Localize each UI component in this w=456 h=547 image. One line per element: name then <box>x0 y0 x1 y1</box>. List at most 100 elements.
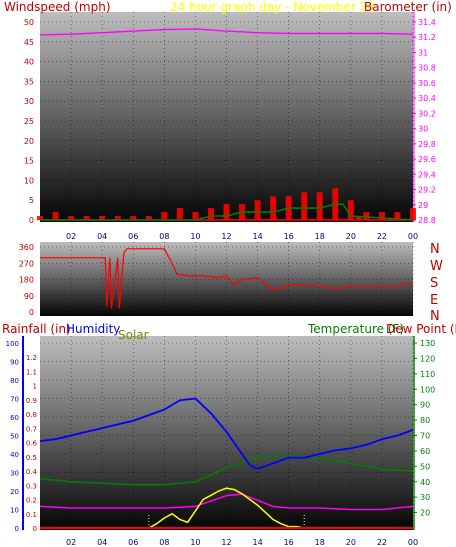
wind-ytick-35: 35 <box>24 77 34 86</box>
hum-ytick-70: 70 <box>10 396 19 404</box>
temp-ytick-70: 70 <box>420 432 430 441</box>
compass-e: E <box>430 293 438 308</box>
hum-ytick-80: 80 <box>10 377 19 385</box>
wind-bar-17 <box>301 192 308 220</box>
wind-ytick-50: 50 <box>24 18 34 27</box>
wind-xtick-08: 08 <box>159 232 169 241</box>
wind-ytick-15: 15 <box>24 157 34 166</box>
temp-ytick-50: 50 <box>420 462 430 471</box>
wind-bar-22 <box>363 212 370 220</box>
rain-ytick-0.5: 0.5 <box>26 454 37 462</box>
wind-ytick-30: 30 <box>24 97 34 106</box>
compass-s: S <box>430 276 438 291</box>
dir-ytick-180: 180 <box>19 276 34 285</box>
wind-xtick-16: 16 <box>284 232 294 241</box>
baro-ytick-30.8: 30.8 <box>418 64 436 73</box>
temp-ytick-30: 30 <box>420 493 430 502</box>
baro-ytick-29.4: 29.4 <box>418 170 436 179</box>
chart-title: 24 hour graph day - November 24 <box>170 0 375 14</box>
wind-bar-9 <box>176 208 183 220</box>
temp-ytick-20: 20 <box>420 509 430 518</box>
humidity-line <box>39 397 414 470</box>
wind-bar-14 <box>254 200 261 220</box>
temp-xtick-16: 16 <box>284 538 294 547</box>
wind-bar-0 <box>37 216 43 220</box>
hum-ytick-0: 0 <box>15 525 19 533</box>
compass-n-top: N <box>430 242 440 257</box>
gust-line <box>40 203 414 221</box>
baro-ytick-30.6: 30.6 <box>418 79 436 88</box>
compass-n-bottom: N <box>430 309 440 324</box>
rain-ytick-0.1: 0.1 <box>26 511 37 519</box>
wind-xtick-18: 18 <box>315 232 325 241</box>
temp-xtick-02: 02 <box>66 538 76 547</box>
wind-xtick-00: 00 <box>408 232 418 241</box>
wind-xtick-22: 22 <box>377 232 387 241</box>
temp-ytick-80: 80 <box>420 416 430 425</box>
temp-xtick-18: 18 <box>315 538 325 547</box>
rainfall-axis-label: Rainfall (in) <box>2 322 71 336</box>
wind-xtick-20: 20 <box>346 232 356 241</box>
dir-ytick-0: 0 <box>29 308 34 317</box>
wind-ytick-40: 40 <box>24 58 34 67</box>
wind-xtick-14: 14 <box>252 232 262 241</box>
rain-ytick-1.2: 1.2 <box>26 354 37 362</box>
baro-ytick-28.8: 28.8 <box>418 216 436 225</box>
solar-line <box>148 487 305 529</box>
direction-line <box>40 248 414 309</box>
wind-bar-8 <box>161 212 168 220</box>
rain-ytick-0.2: 0.2 <box>26 497 37 505</box>
temp-ytick-120: 120 <box>420 354 435 363</box>
rain-ytick-0.4: 0.4 <box>26 468 38 476</box>
temperature-line <box>39 454 414 486</box>
temp-xtick-08: 08 <box>159 538 169 547</box>
wind-ytick-10: 10 <box>24 176 34 185</box>
rain-ytick-0.7: 0.7 <box>26 425 37 433</box>
hum-ytick-100: 100 <box>6 340 19 348</box>
wind-bar-20 <box>347 200 354 220</box>
rain-ytick-1.1: 1.1 <box>26 368 37 376</box>
temp-xtick-04: 04 <box>97 538 107 547</box>
wind-xtick-10: 10 <box>190 232 200 241</box>
temp-xtick-22: 22 <box>377 538 387 547</box>
wind-bar-24 <box>394 212 401 220</box>
wind-bar-11 <box>207 208 214 220</box>
baro-line <box>39 28 414 36</box>
wind-bar-15 <box>270 196 277 220</box>
rain-ytick-0.3: 0.3 <box>26 482 37 490</box>
wind-bar-25 <box>410 208 416 220</box>
hum-ytick-50: 50 <box>10 433 19 441</box>
baro-ytick-31.4: 31.4 <box>418 18 436 27</box>
temp-xtick-10: 10 <box>190 538 200 547</box>
temp-xtick-14: 14 <box>252 538 262 547</box>
wind-bar-12 <box>223 204 230 220</box>
baro-ytick-29.2: 29.2 <box>418 186 436 195</box>
rain-ytick-0.9: 0.9 <box>26 397 37 405</box>
wind-bar-23 <box>378 212 385 220</box>
wind-ytick-5: 5 <box>29 196 34 205</box>
dir-ytick-90: 90 <box>24 292 34 301</box>
baro-ytick-30.4: 30.4 <box>418 94 436 103</box>
hum-ytick-20: 20 <box>10 488 19 496</box>
compass-w: W <box>430 259 443 274</box>
rain-ytick-0.8: 0.8 <box>26 411 37 419</box>
wind-ytick-20: 20 <box>24 137 34 146</box>
temp-xtick-20: 20 <box>346 538 356 547</box>
rain-ytick-1: 1 <box>33 383 37 391</box>
baro-ytick-29.8: 29.8 <box>418 140 436 149</box>
wind-ytick-45: 45 <box>24 38 34 47</box>
temp-ytick-130: 130 <box>420 339 435 348</box>
wind-axis-label: Windspeed (mph) <box>4 0 111 14</box>
wind-xtick-06: 06 <box>128 232 138 241</box>
baro-ytick-31.2: 31.2 <box>418 33 436 42</box>
rain-ytick-0.6: 0.6 <box>26 440 38 448</box>
wind-bar-3 <box>83 216 90 220</box>
dir-ytick-360: 360 <box>19 243 34 252</box>
hum-ytick-60: 60 <box>10 414 19 422</box>
wind-xtick-12: 12 <box>221 232 231 241</box>
hum-ytick-30: 30 <box>10 470 19 478</box>
wind-bar-6 <box>130 216 137 220</box>
solar-axis-label: Solar <box>118 328 149 342</box>
wind-ytick-0: 0 <box>29 216 34 225</box>
